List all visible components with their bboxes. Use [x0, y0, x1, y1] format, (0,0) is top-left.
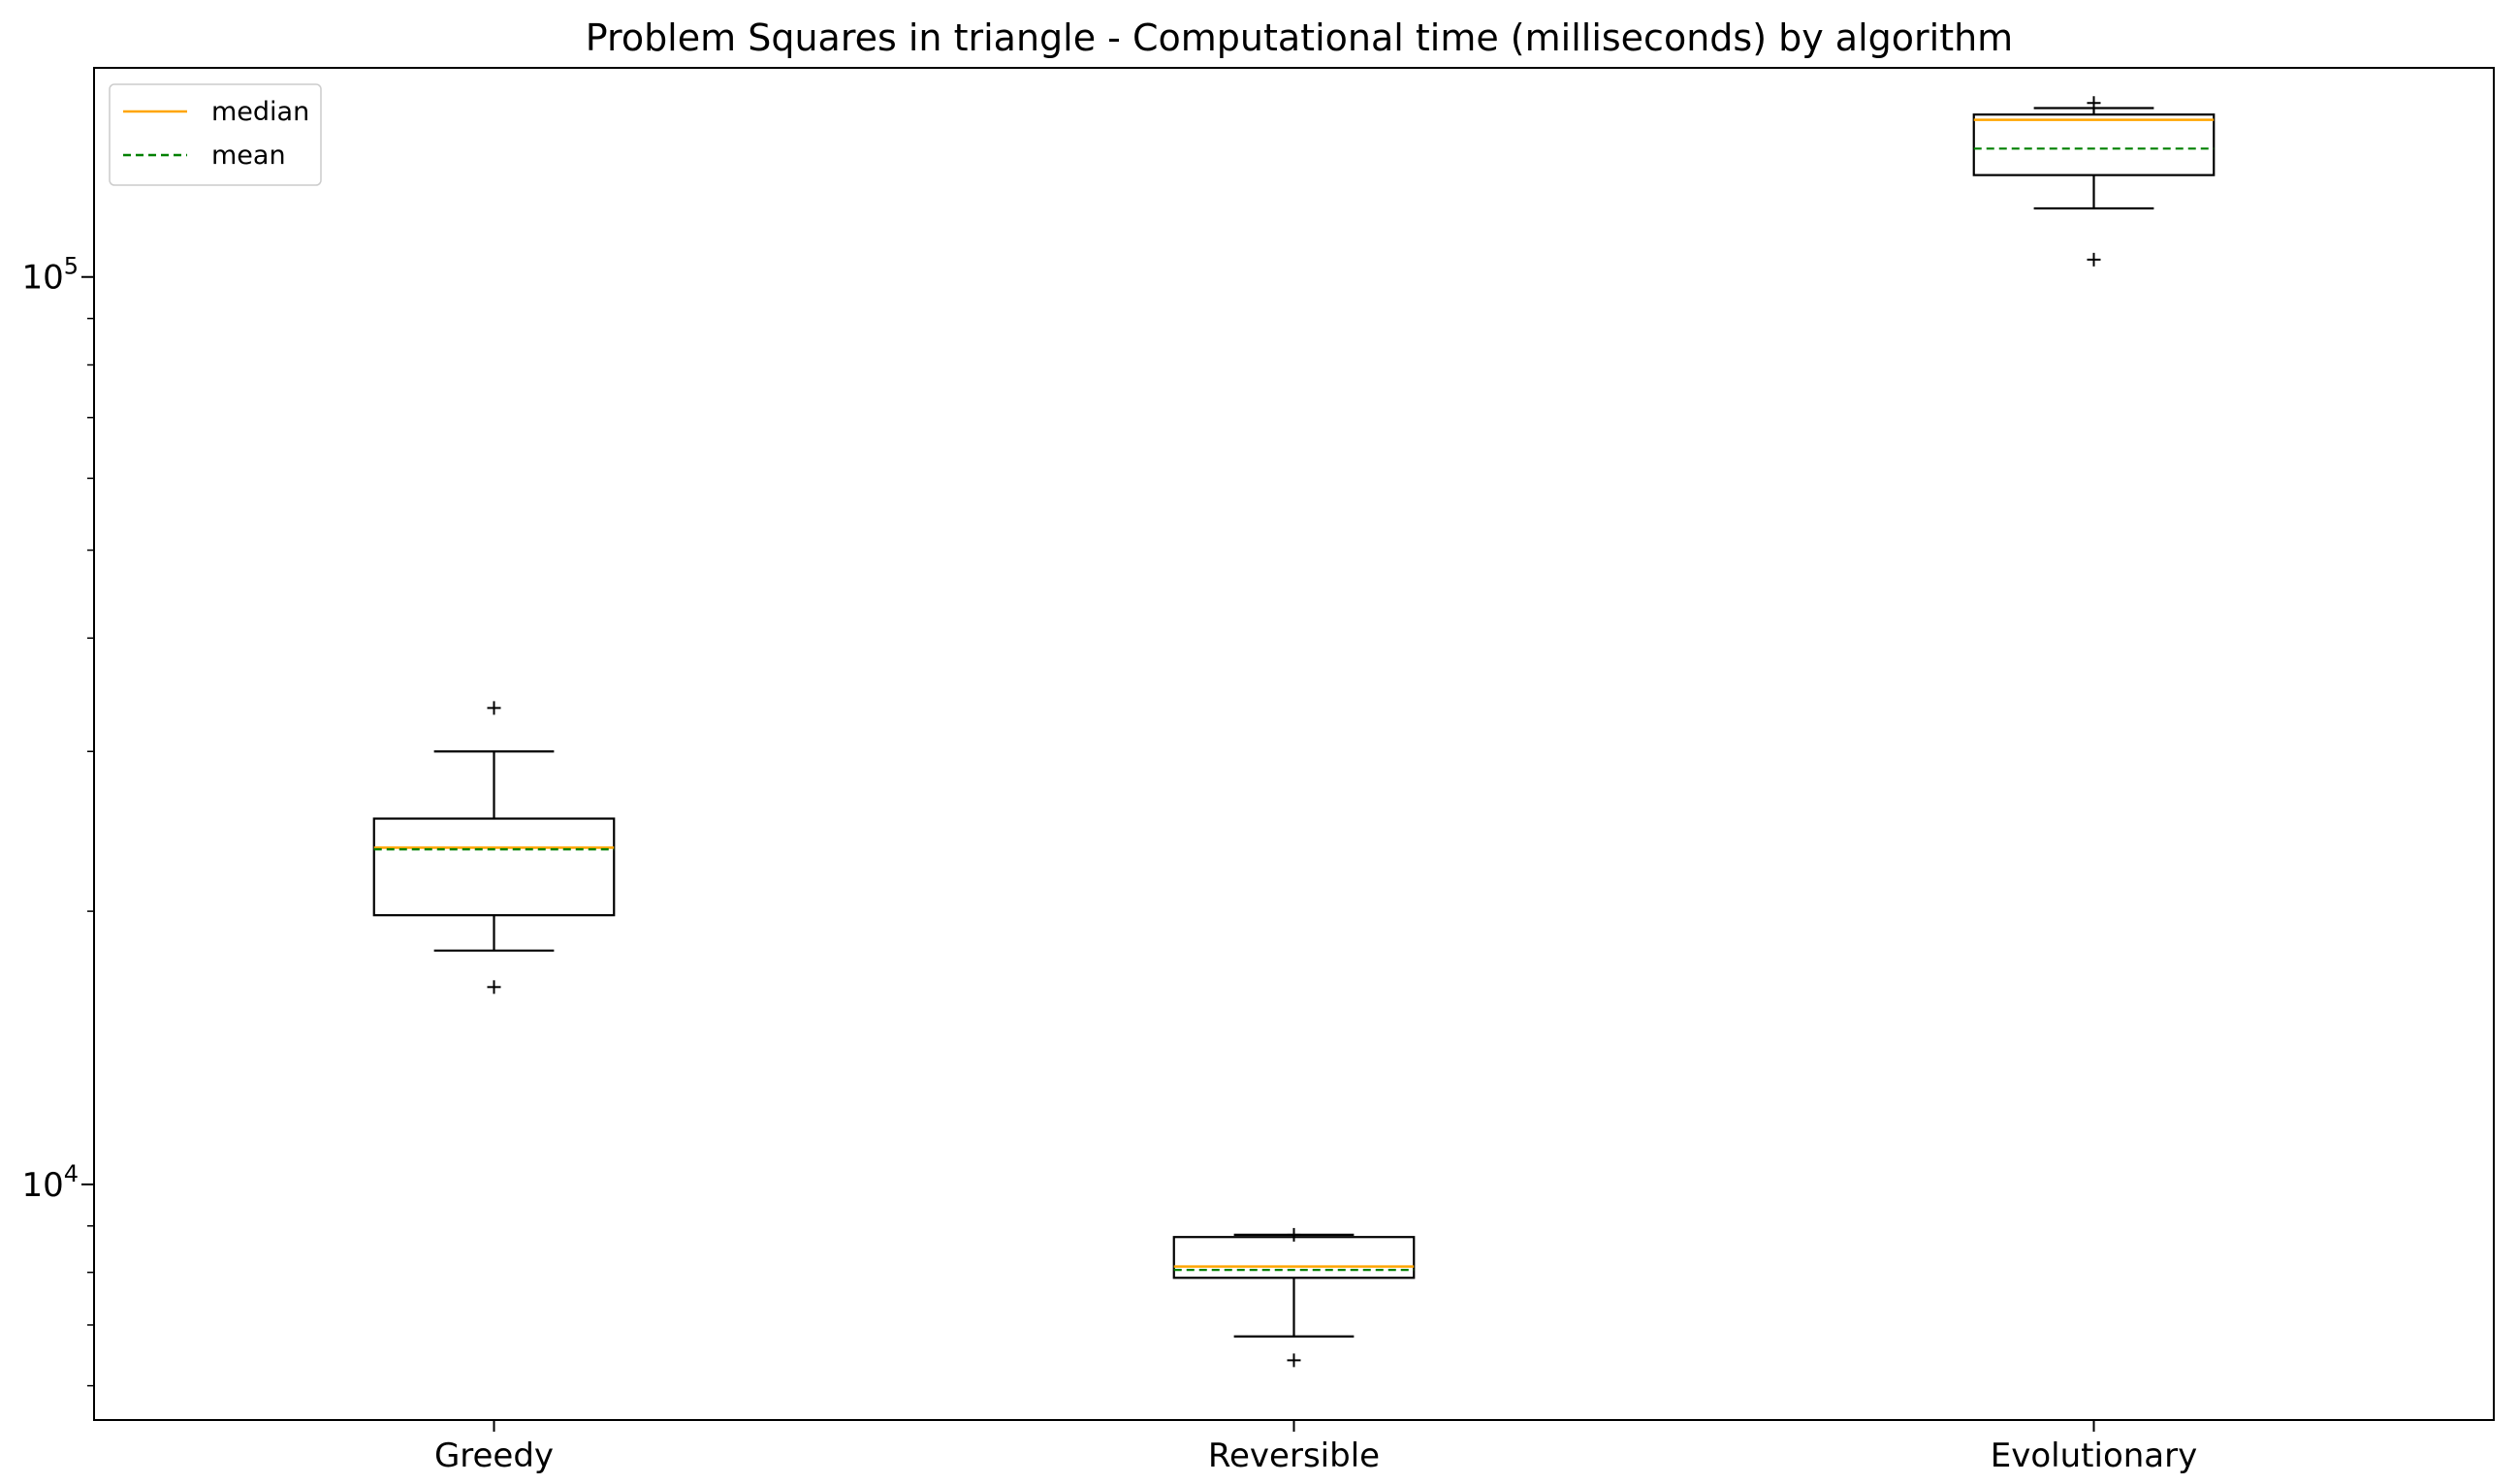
iqr-box [1172, 1236, 1416, 1279]
legend-label-median: median [211, 97, 309, 127]
y-tick-label-base: 10 [21, 259, 63, 298]
y-tick-label-exponent: 4 [64, 1160, 79, 1187]
outlier-marker [1287, 1227, 1301, 1242]
plot-frame [93, 67, 2495, 1421]
box-group-greedy [372, 701, 616, 995]
y-tick-label-base: 10 [21, 1166, 63, 1205]
outlier-marker [2087, 252, 2101, 267]
outlier-marker [487, 701, 501, 715]
legend-label-mean: mean [211, 141, 286, 171]
iqr-box [1972, 113, 2216, 176]
box-group-evolutionary [1972, 96, 2216, 267]
y-tick-label: 104 [21, 1160, 79, 1205]
y-tick-label-exponent: 5 [64, 253, 79, 280]
legend: median mean [109, 83, 322, 186]
outlier-marker [1287, 1353, 1301, 1368]
x-tick-label: Greedy [434, 1437, 554, 1475]
outlier-marker [487, 980, 501, 995]
x-tick-label: Evolutionary [1991, 1437, 2197, 1475]
iqr-box [372, 817, 616, 917]
legend-frame [109, 83, 322, 186]
y-tick-label: 105 [21, 253, 79, 298]
x-tick-label: Reversible [1208, 1437, 1380, 1475]
plot-area [372, 96, 2216, 1368]
outlier-marker [2087, 96, 2101, 111]
chart-title: Problem Squares in triangle - Computatio… [586, 16, 2013, 59]
box-group-reversible [1172, 1227, 1416, 1368]
